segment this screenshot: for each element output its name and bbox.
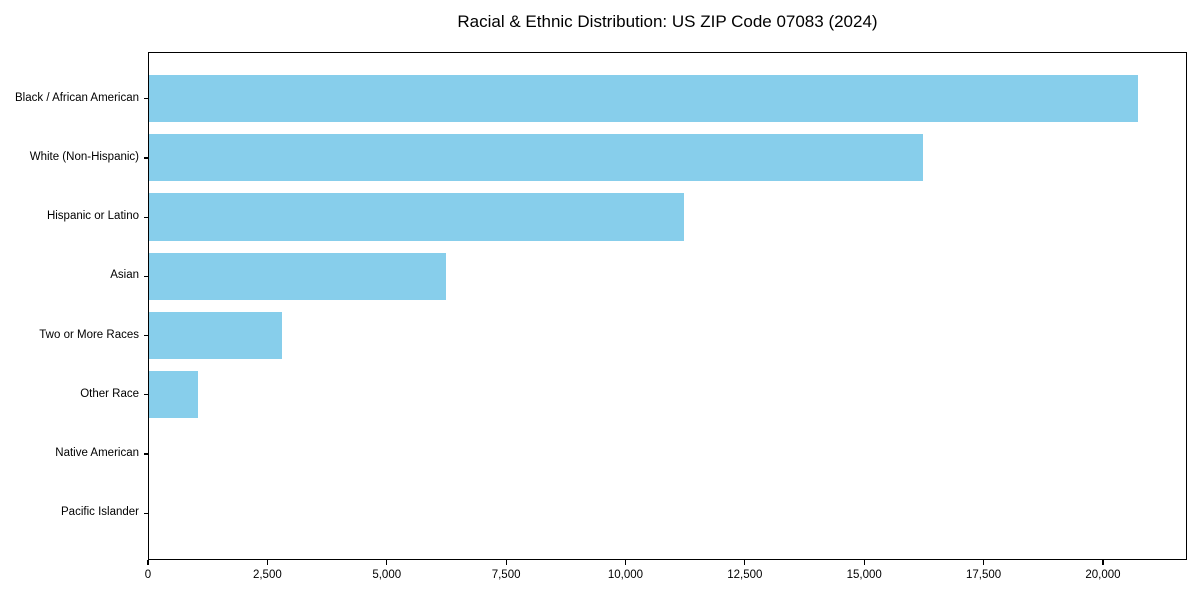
bar-two-or-more-races bbox=[149, 311, 283, 360]
x-tick-label: 15,000 bbox=[846, 569, 882, 581]
bar-asian bbox=[149, 252, 446, 300]
x-tick-label: 7,500 bbox=[491, 569, 521, 581]
x-tick-mark bbox=[505, 560, 507, 565]
bar-hispanic-or-latino bbox=[149, 193, 684, 241]
y-tick-mark bbox=[143, 275, 148, 277]
x-tick-label: 20,000 bbox=[1085, 569, 1121, 581]
y-tick-label-black-african-american: Black / African American bbox=[15, 91, 139, 104]
y-tick-label-white-non-hispanic: White (Non-Hispanic) bbox=[29, 150, 139, 163]
x-tick-mark bbox=[744, 560, 746, 565]
chart-title: Racial & Ethnic Distribution: US ZIP Cod… bbox=[457, 12, 878, 31]
x-tick-mark bbox=[863, 560, 865, 565]
y-tick-mark bbox=[143, 157, 148, 159]
y-tick-mark bbox=[143, 335, 148, 337]
x-tick-label: 0 bbox=[144, 569, 152, 581]
x-tick-label: 17,500 bbox=[965, 569, 1002, 581]
bar-white-non-hispanic bbox=[149, 134, 923, 182]
y-tick-label-other-race: Other Race bbox=[80, 387, 139, 400]
y-tick-label-native-american: Native American bbox=[55, 447, 139, 460]
x-tick-mark bbox=[386, 560, 388, 565]
bar-other-race bbox=[149, 370, 199, 419]
y-tick-label-hispanic-or-latino: Hispanic or Latino bbox=[46, 210, 139, 223]
x-tick-mark bbox=[624, 560, 627, 565]
x-tick-mark bbox=[982, 560, 985, 565]
plot-area bbox=[148, 52, 1187, 560]
x-tick-label: 2,500 bbox=[252, 569, 282, 581]
y-tick-mark bbox=[143, 216, 148, 218]
y-tick-label-two-or-more-races: Two or More Races bbox=[39, 328, 139, 341]
y-tick-mark bbox=[143, 394, 148, 396]
y-tick-mark bbox=[143, 98, 148, 100]
y-tick-label-asian: Asian bbox=[110, 269, 139, 282]
x-tick-mark bbox=[266, 560, 268, 565]
x-tick-label: 5,000 bbox=[372, 569, 402, 581]
x-tick-mark bbox=[1102, 560, 1104, 565]
x-tick-label: 12,500 bbox=[727, 569, 763, 581]
y-tick-mark bbox=[143, 512, 148, 514]
x-tick-label: 10,000 bbox=[607, 569, 644, 581]
y-tick-label-pacific-islander: Pacific Islander bbox=[61, 506, 139, 519]
bar-black-african-american bbox=[149, 74, 1139, 123]
y-tick-mark bbox=[143, 453, 148, 455]
x-tick-mark bbox=[147, 560, 149, 565]
